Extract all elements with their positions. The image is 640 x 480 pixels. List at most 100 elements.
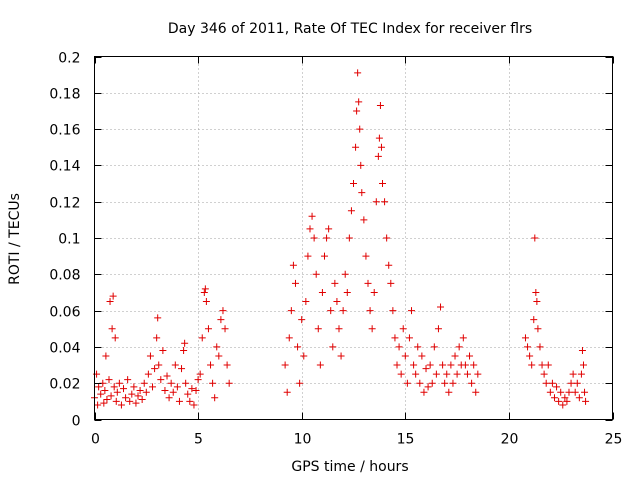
data-point — [108, 325, 116, 333]
data-point — [546, 388, 554, 396]
data-point — [376, 102, 384, 110]
data-point — [329, 343, 337, 351]
data-point — [561, 394, 569, 402]
data-point — [175, 397, 183, 405]
data-point — [408, 307, 416, 315]
data-point — [538, 361, 546, 369]
data-point — [115, 379, 123, 387]
data-point — [434, 325, 442, 333]
data-point — [387, 279, 395, 287]
data-point — [374, 152, 382, 160]
data-point — [389, 307, 397, 315]
data-point — [223, 361, 231, 369]
data-point — [167, 379, 175, 387]
data-point — [578, 347, 586, 355]
data-point — [567, 379, 575, 387]
data-point — [213, 343, 221, 351]
data-point — [209, 379, 217, 387]
data-point — [426, 361, 434, 369]
data-point — [302, 298, 310, 306]
data-point — [530, 316, 538, 324]
data-point — [362, 252, 370, 260]
data-point — [134, 392, 142, 400]
data-point — [215, 352, 223, 360]
data-point — [451, 352, 459, 360]
data-point — [198, 334, 206, 342]
data-point — [447, 361, 455, 369]
data-point — [335, 325, 343, 333]
data-point — [356, 125, 364, 133]
data-point — [101, 386, 109, 394]
data-point — [531, 234, 539, 242]
data-point — [581, 388, 589, 396]
data-point — [169, 388, 177, 396]
data-point — [149, 383, 157, 391]
data-point — [320, 252, 328, 260]
data-point — [173, 383, 181, 391]
data-point — [432, 370, 440, 378]
data-point — [379, 180, 387, 188]
data-point — [437, 303, 445, 311]
data-point — [182, 379, 190, 387]
data-point — [287, 307, 295, 315]
data-point — [221, 325, 229, 333]
data-point — [410, 361, 418, 369]
data-point — [294, 343, 302, 351]
data-point — [391, 334, 399, 342]
y-tick-label: 0.04 — [49, 341, 80, 357]
data-point — [405, 334, 413, 342]
data-point — [102, 352, 110, 360]
data-point — [372, 198, 380, 206]
data-point — [144, 370, 152, 378]
data-point — [132, 399, 140, 407]
data-point — [569, 370, 577, 378]
data-point — [327, 307, 335, 315]
data-point — [339, 307, 347, 315]
data-point — [110, 383, 118, 391]
y-tick-label: 0.08 — [49, 268, 80, 284]
data-point — [154, 314, 162, 322]
data-point — [204, 325, 212, 333]
data-point — [113, 388, 121, 396]
data-point — [161, 386, 169, 394]
data-point — [283, 388, 291, 396]
data-point — [291, 279, 299, 287]
data-point — [424, 383, 432, 391]
data-point — [196, 370, 204, 378]
x-tick-label: 20 — [501, 432, 519, 448]
data-point — [165, 394, 173, 402]
data-point — [536, 343, 544, 351]
data-point — [308, 212, 316, 220]
data-point — [463, 370, 471, 378]
data-point — [357, 161, 365, 169]
data-point — [582, 397, 590, 405]
data-point — [528, 361, 536, 369]
data-point — [310, 234, 318, 242]
data-point — [441, 379, 449, 387]
data-point — [532, 288, 540, 296]
data-point — [375, 134, 383, 142]
data-point — [289, 261, 297, 269]
data-point — [350, 180, 357, 188]
data-point — [352, 143, 360, 151]
data-point — [579, 361, 587, 369]
data-point — [194, 376, 202, 384]
data-point — [217, 316, 225, 324]
data-point — [318, 288, 326, 296]
data-point — [461, 361, 469, 369]
data-point — [550, 394, 558, 402]
data-point — [430, 343, 438, 351]
data-point — [542, 379, 550, 387]
data-point — [190, 401, 198, 409]
data-point — [138, 396, 146, 404]
data-point — [418, 352, 426, 360]
data-point — [120, 385, 128, 393]
data-point — [383, 234, 391, 242]
data-point — [347, 207, 355, 215]
y-axis-label: ROTI / TECUs — [7, 193, 23, 285]
data-point — [94, 401, 102, 409]
x-tick-label: 25 — [605, 432, 623, 448]
data-point — [312, 270, 320, 278]
data-point — [428, 379, 436, 387]
data-point — [526, 352, 534, 360]
